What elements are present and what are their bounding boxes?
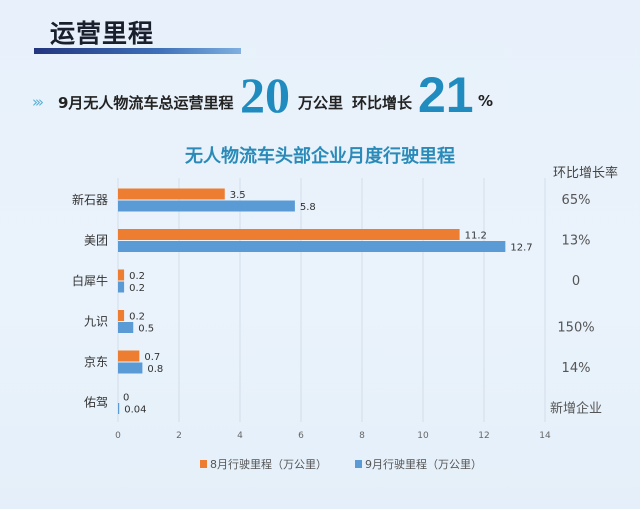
x-tick-label: 4 <box>237 431 243 441</box>
data-label: 0 <box>123 393 129 404</box>
summary-text: 9月无人物流车总运营里程 <box>58 94 234 112</box>
bar-aug <box>118 229 460 240</box>
growth-rate-header: 环比增长率 <box>553 166 619 181</box>
category-label: 美团 <box>84 234 108 248</box>
bar-aug <box>118 269 125 281</box>
category-label: 新石器 <box>72 192 108 207</box>
data-label: 0.04 <box>124 405 146 416</box>
x-tick-label: 10 <box>417 431 429 441</box>
legend-label: 9月行驶里程（万公里） <box>365 457 482 471</box>
section-title: 运营里程 <box>50 19 155 48</box>
data-label: 3.5 <box>230 190 246 201</box>
bar-sep <box>118 281 125 293</box>
data-label: 0.7 <box>144 352 160 363</box>
legend-swatch <box>200 460 207 468</box>
chart-title: 无人物流车头部企业月度行驶里程 <box>185 146 455 167</box>
growth-value: 21 <box>418 67 474 123</box>
x-tick-label: 0 <box>115 431 121 441</box>
growth-rate: 0 <box>572 274 580 289</box>
growth-rate: 13% <box>562 234 591 249</box>
category-label: 九识 <box>84 315 108 329</box>
bar-sep <box>118 322 134 333</box>
title-underline <box>34 48 241 54</box>
bar-sep <box>118 241 506 252</box>
data-label: 0.2 <box>129 312 145 323</box>
x-tick-label: 2 <box>176 431 182 441</box>
data-label: 0.2 <box>129 283 145 294</box>
total-mileage-unit: 万公里 <box>298 94 344 112</box>
legend-label: 8月行驶里程（万公里） <box>210 457 327 471</box>
growth-label: 环比增长 <box>352 94 413 112</box>
bar-aug <box>118 350 140 362</box>
x-tick-label: 6 <box>298 431 304 441</box>
x-tick-label: 14 <box>539 431 551 441</box>
growth-rate: 14% <box>562 361 591 376</box>
total-mileage-value: 20 <box>240 67 290 123</box>
bar-aug <box>118 188 225 200</box>
data-label: 0.8 <box>147 364 163 375</box>
data-label: 0.5 <box>138 324 154 335</box>
x-tick-label: 8 <box>359 431 365 441</box>
bar-sep <box>118 200 295 212</box>
x-tick-label: 12 <box>478 431 489 441</box>
bar-sep <box>118 362 143 374</box>
bar-sep <box>118 403 120 414</box>
growth-unit: % <box>478 92 494 110</box>
category-label: 佑驾 <box>84 396 108 410</box>
growth-rate: 65% <box>562 193 591 208</box>
growth-rate: 新增企业 <box>550 401 602 417</box>
legend-swatch <box>355 460 362 468</box>
category-label: 白犀牛 <box>72 273 108 288</box>
data-label: 12.7 <box>510 243 532 254</box>
data-label: 5.8 <box>300 202 316 213</box>
growth-rate: 150% <box>557 321 594 336</box>
data-label: 0.2 <box>129 271 145 282</box>
category-label: 京东 <box>84 355 108 369</box>
bar-aug <box>118 310 125 321</box>
data-label: 11.2 <box>465 231 487 242</box>
